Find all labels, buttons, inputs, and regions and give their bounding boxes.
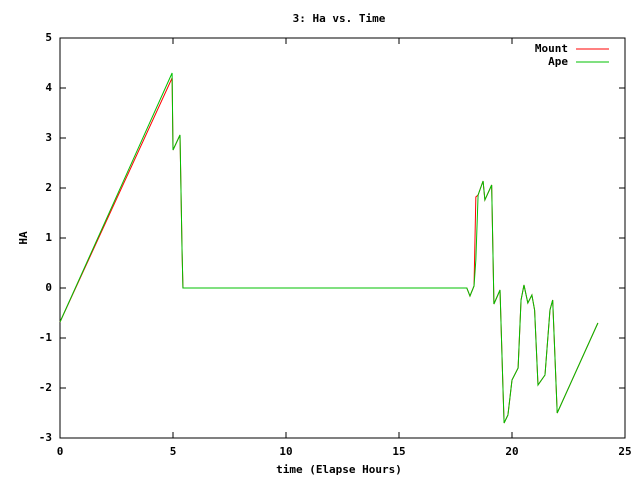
- legend-label: Mount: [535, 42, 568, 55]
- y-tick-label: 2: [45, 181, 52, 194]
- y-tick-label: 3: [45, 131, 52, 144]
- series-line: [59, 72, 599, 424]
- y-axis-label: HA: [17, 231, 30, 245]
- y-tick-label: -3: [39, 431, 52, 444]
- y-tick-label: -1: [39, 331, 53, 344]
- x-axis-label: time (Elapse Hours): [276, 463, 402, 476]
- x-tick-label: 25: [618, 445, 631, 458]
- x-tick-label: 5: [170, 445, 177, 458]
- y-tick-label: 4: [45, 81, 52, 94]
- x-tick-label: 20: [505, 445, 518, 458]
- y-tick-label: 0: [45, 281, 52, 294]
- x-tick-label: 15: [392, 445, 405, 458]
- y-tick-label: -2: [39, 381, 52, 394]
- chart-title: 3: Ha vs. Time: [293, 12, 386, 25]
- x-tick-label: 10: [279, 445, 292, 458]
- y-tick-label: 5: [45, 31, 52, 44]
- y-tick-label: 1: [45, 231, 52, 244]
- x-tick-label: 0: [57, 445, 64, 458]
- legend-label: Ape: [548, 55, 568, 68]
